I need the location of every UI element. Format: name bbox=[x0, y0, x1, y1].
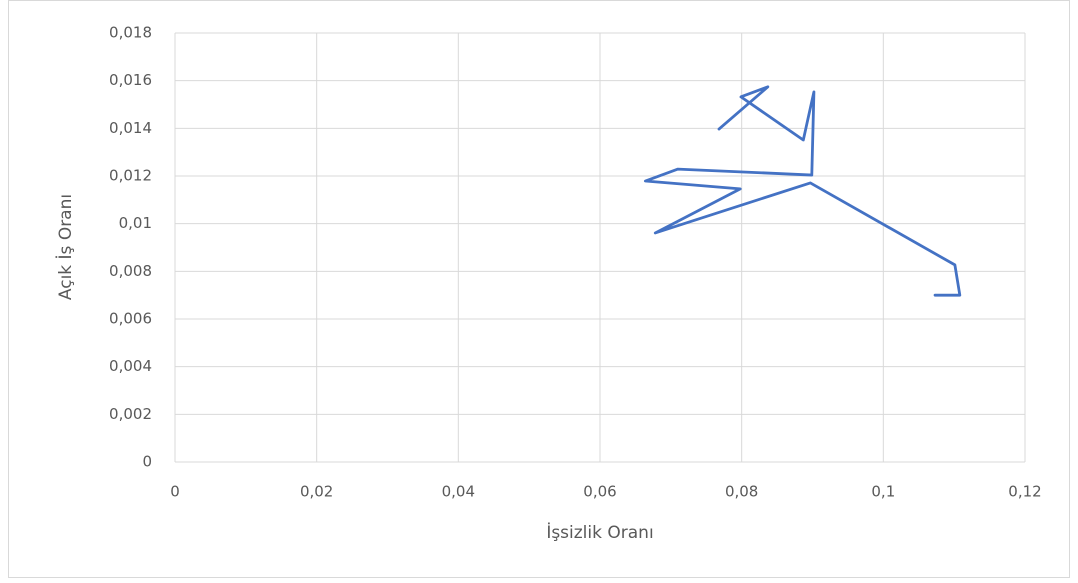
data-line bbox=[643, 85, 962, 297]
x-tick-label: 0,1 bbox=[871, 483, 895, 501]
y-tick-label: 0,004 bbox=[109, 357, 152, 375]
y-tick-label: 0,008 bbox=[109, 262, 152, 280]
y-tick-label: 0,01 bbox=[119, 214, 152, 232]
x-tick-label: 0 bbox=[170, 483, 180, 501]
x-axis-title: İşsizlik Oranı bbox=[546, 522, 653, 543]
x-tick-label: 0,04 bbox=[442, 483, 475, 501]
x-tick-label: 0,12 bbox=[1008, 483, 1041, 501]
chart-frame bbox=[8, 0, 1070, 578]
x-tick-label: 0,06 bbox=[583, 483, 616, 501]
y-tick-label: 0,002 bbox=[109, 405, 152, 423]
y-tick-label: 0 bbox=[142, 453, 152, 471]
y-tick-label: 0,012 bbox=[109, 167, 152, 185]
y-tick-label: 0,006 bbox=[109, 310, 152, 328]
y-tick-label: 0,018 bbox=[109, 24, 152, 42]
y-tick-label: 0,016 bbox=[109, 71, 152, 89]
x-tick-label: 0,02 bbox=[300, 483, 333, 501]
y-tick-label: 0,014 bbox=[109, 119, 152, 137]
x-tick-label: 0,08 bbox=[725, 483, 758, 501]
y-axis-title: Açık İş Oranı bbox=[55, 194, 76, 300]
